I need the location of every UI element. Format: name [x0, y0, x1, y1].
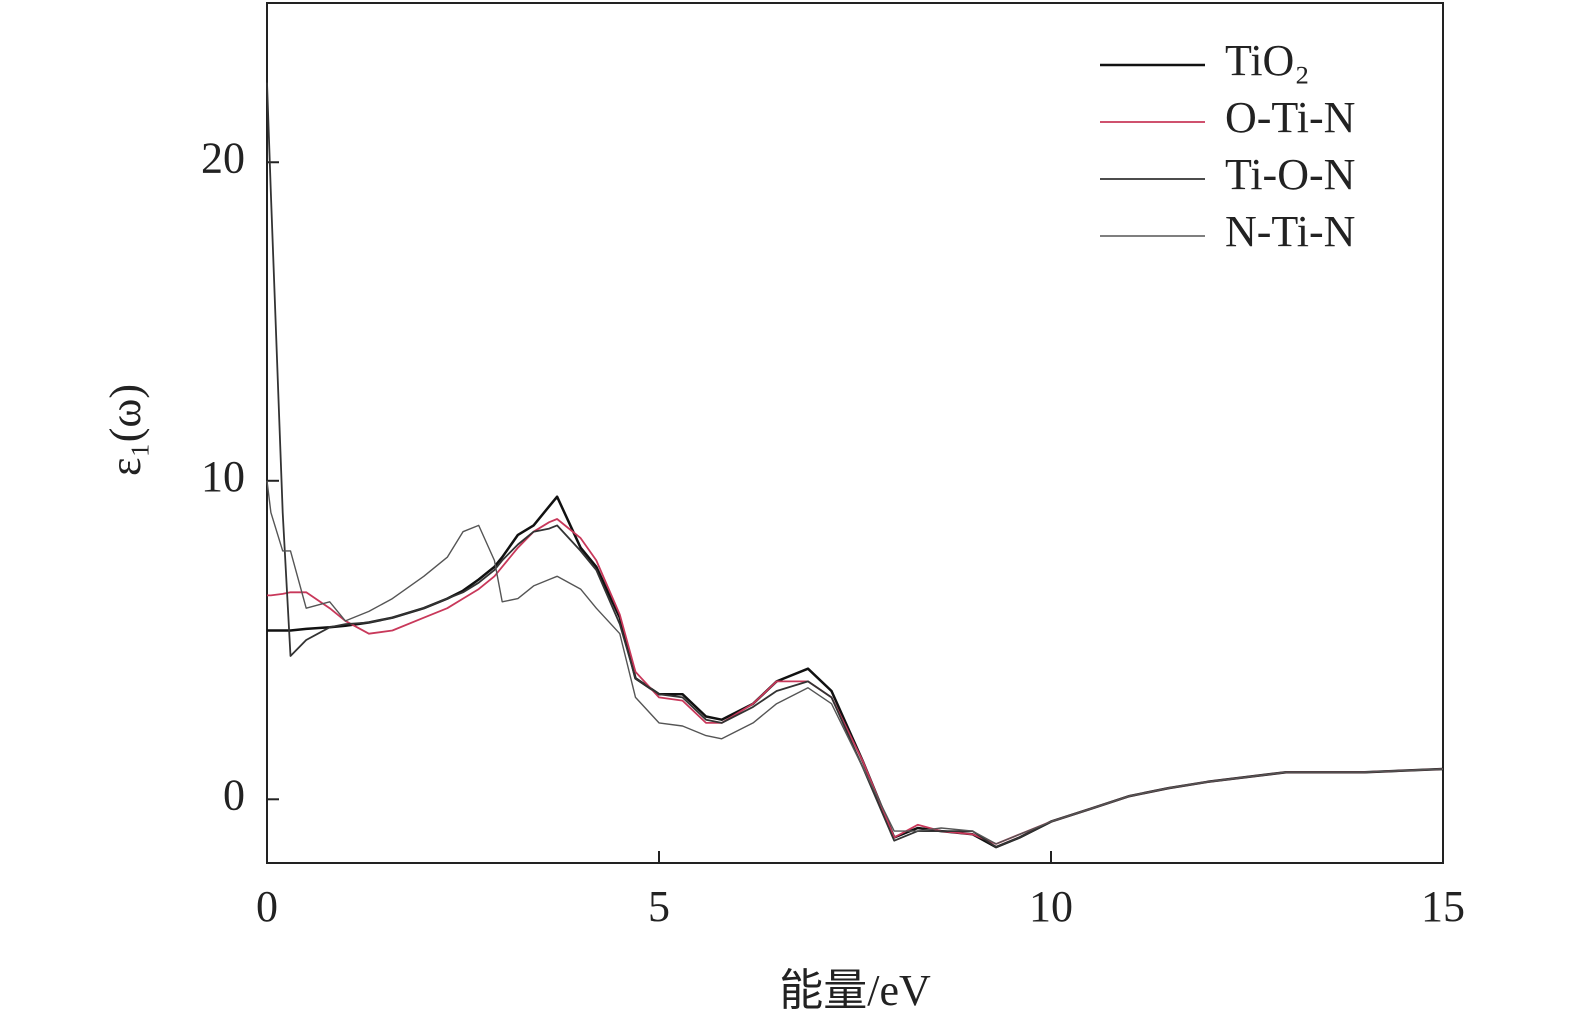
- y-tick-label: 10: [201, 452, 245, 501]
- legend-label: TiO₂: [1225, 36, 1310, 85]
- series-line: [267, 518, 1444, 845]
- legend-label: N-Ti-N: [1225, 207, 1355, 256]
- y-tick-label: 0: [223, 770, 245, 819]
- y-axis-label: ε₁(ω): [101, 384, 150, 476]
- x-tick-label: 15: [1421, 882, 1465, 931]
- legend-label: Ti-O-N: [1225, 150, 1355, 199]
- series-line: [266, 82, 1444, 848]
- series-line: [266, 480, 1444, 845]
- x-tick-label: 10: [1029, 882, 1073, 931]
- plot-frame: [266, 2, 1444, 864]
- x-tick-label: 0: [256, 882, 278, 931]
- legend-label: O-Ti-N: [1225, 93, 1355, 142]
- y-tick-label: 20: [201, 133, 245, 182]
- x-tick-label: 5: [648, 882, 670, 931]
- x-axis-label: 能量/eV: [779, 966, 931, 1015]
- series-line: [267, 495, 1444, 849]
